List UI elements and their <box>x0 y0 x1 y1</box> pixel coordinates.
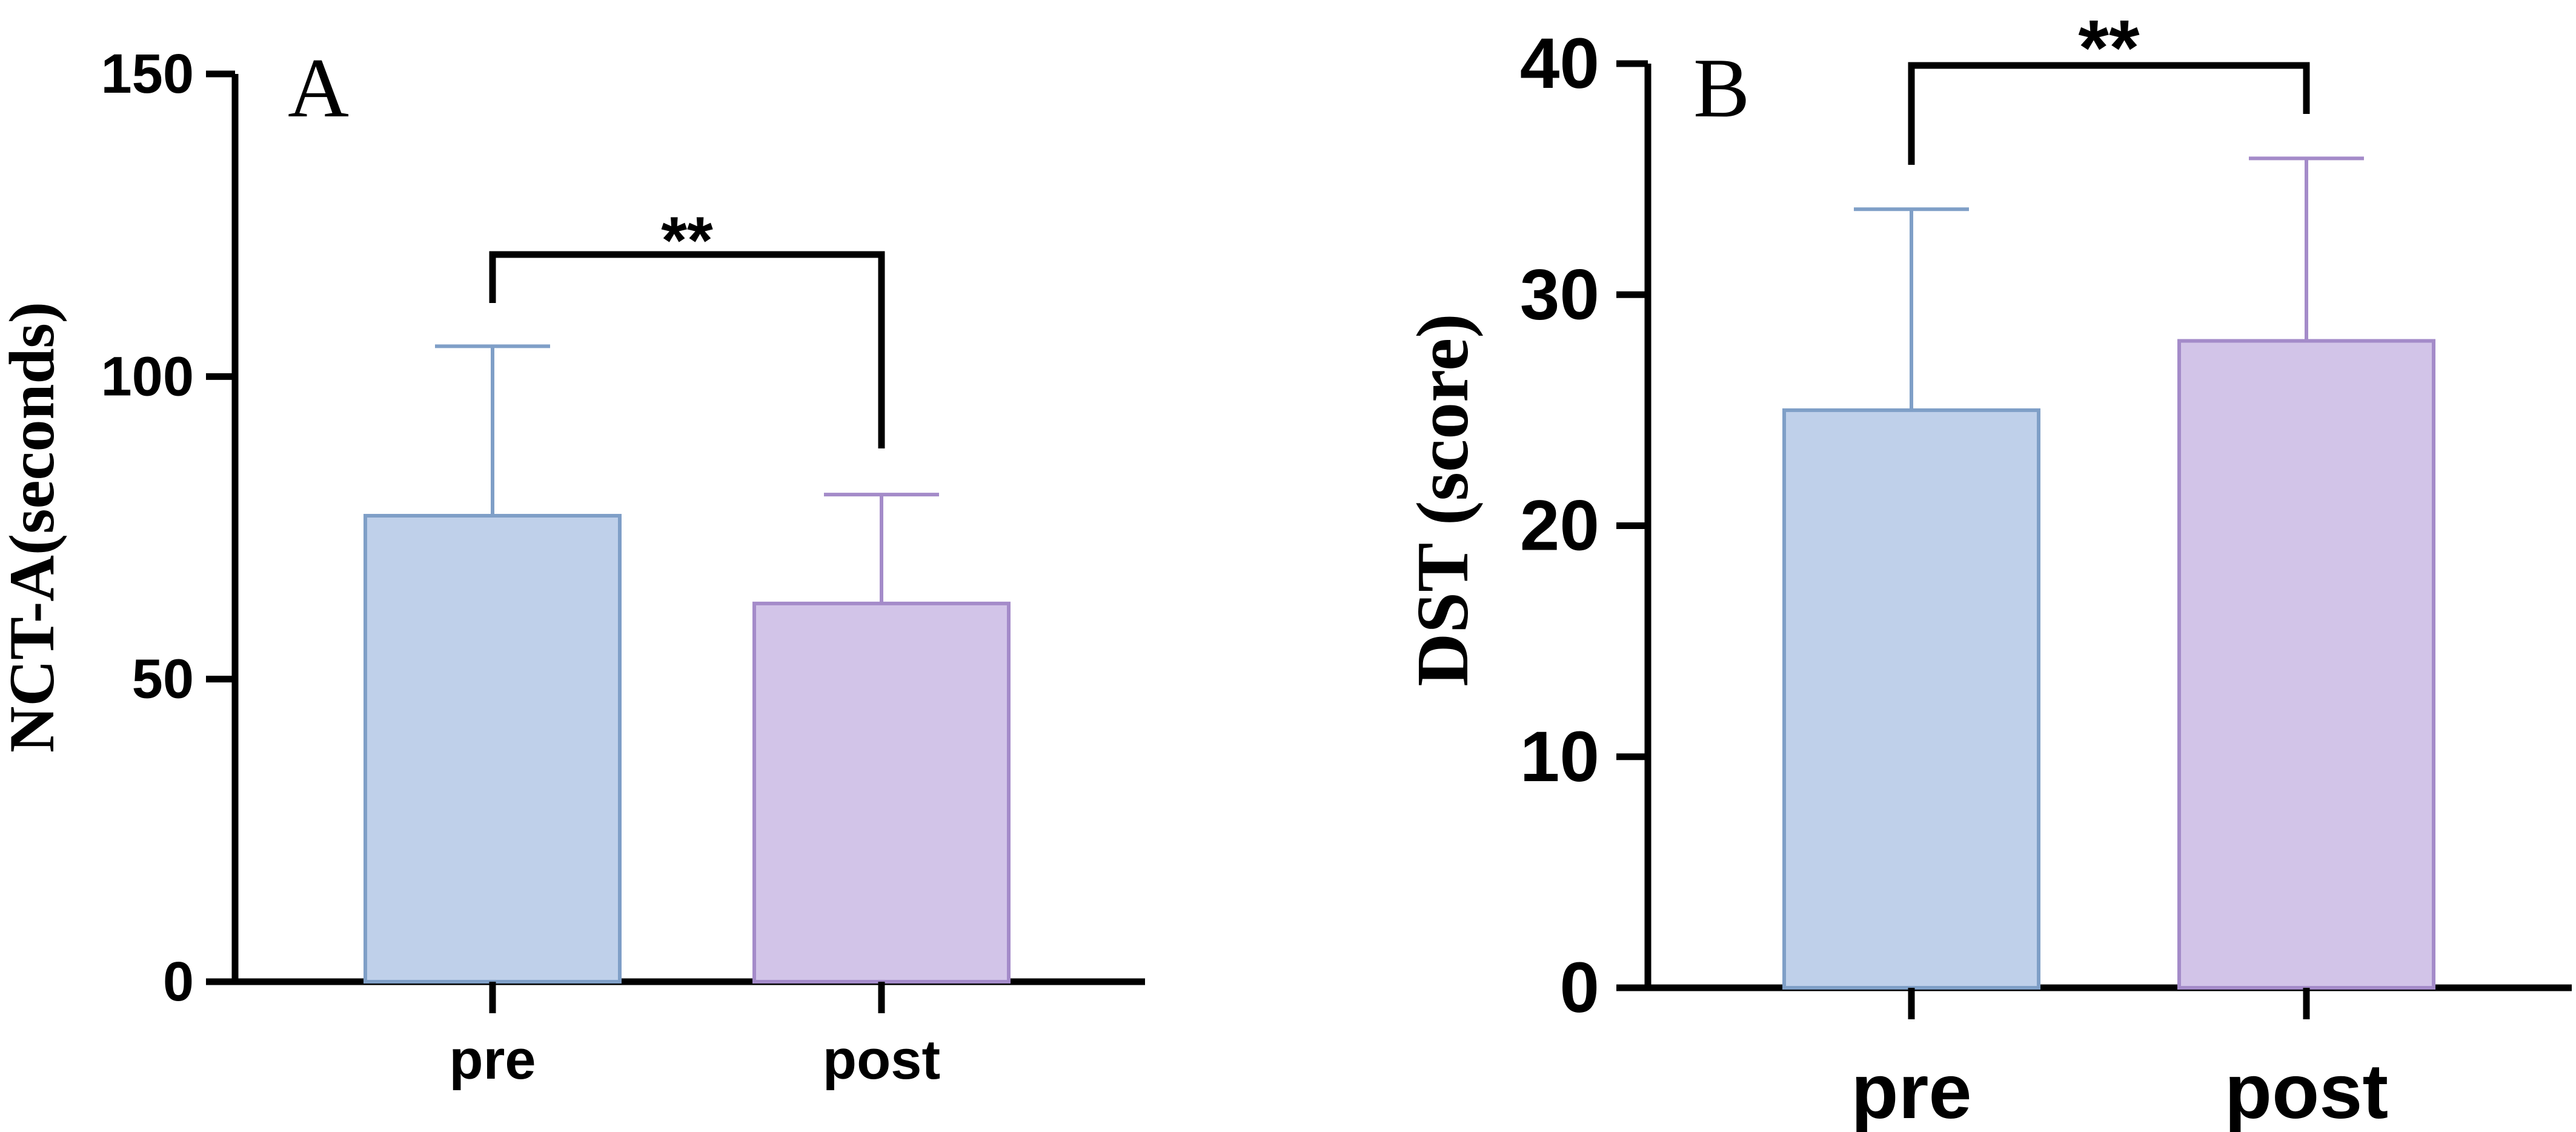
panel-b: 0 10 20 30 40 pre post ** B DST (score) <box>1402 4 2572 1132</box>
panel-label: A <box>288 41 349 135</box>
bars <box>1782 156 2435 990</box>
y-tick-label: 150 <box>101 43 194 105</box>
x-tick-label-post: post <box>2225 1048 2388 1132</box>
bracket-line <box>1908 62 2310 165</box>
y-ticks: 0 50 100 150 <box>101 43 235 1013</box>
x-ticks: pre post <box>449 982 940 1091</box>
x-tick-label-post: post <box>823 1029 940 1091</box>
panel-label: B <box>1693 41 1750 135</box>
bar-pre <box>1782 408 2040 990</box>
bar-post <box>752 601 1011 984</box>
y-tick-label: 40 <box>1520 24 1599 104</box>
y-tick-label: 30 <box>1520 255 1599 335</box>
y-ticks: 0 10 20 30 40 <box>1520 24 1648 1028</box>
y-tick-label: 50 <box>132 648 194 710</box>
bracket-line <box>489 251 885 448</box>
panel-a: 0 50 100 150 pre post ** A NCT-A(seconds) <box>0 41 1145 1091</box>
y-tick-label: 20 <box>1520 486 1599 566</box>
y-axis-title: NCT-A(seconds) <box>0 302 67 753</box>
y-tick-label: 0 <box>1559 948 1599 1028</box>
x-tick-label-pre: pre <box>449 1029 536 1091</box>
bars <box>363 344 1011 984</box>
bar-post <box>2177 339 2435 990</box>
significance-label: ** <box>661 204 713 278</box>
significance-bracket: ** <box>489 204 885 448</box>
y-tick-label: 0 <box>163 951 194 1013</box>
significance-bracket: ** <box>1908 4 2310 165</box>
x-tick-label-pre: pre <box>1851 1048 1971 1132</box>
y-tick-label: 100 <box>101 345 194 407</box>
bar-pre <box>363 514 622 984</box>
y-tick-label: 10 <box>1520 717 1599 797</box>
x-ticks: pre post <box>1851 988 2388 1132</box>
significance-label: ** <box>2078 4 2140 92</box>
y-axis-title: DST (score) <box>1402 313 1484 687</box>
